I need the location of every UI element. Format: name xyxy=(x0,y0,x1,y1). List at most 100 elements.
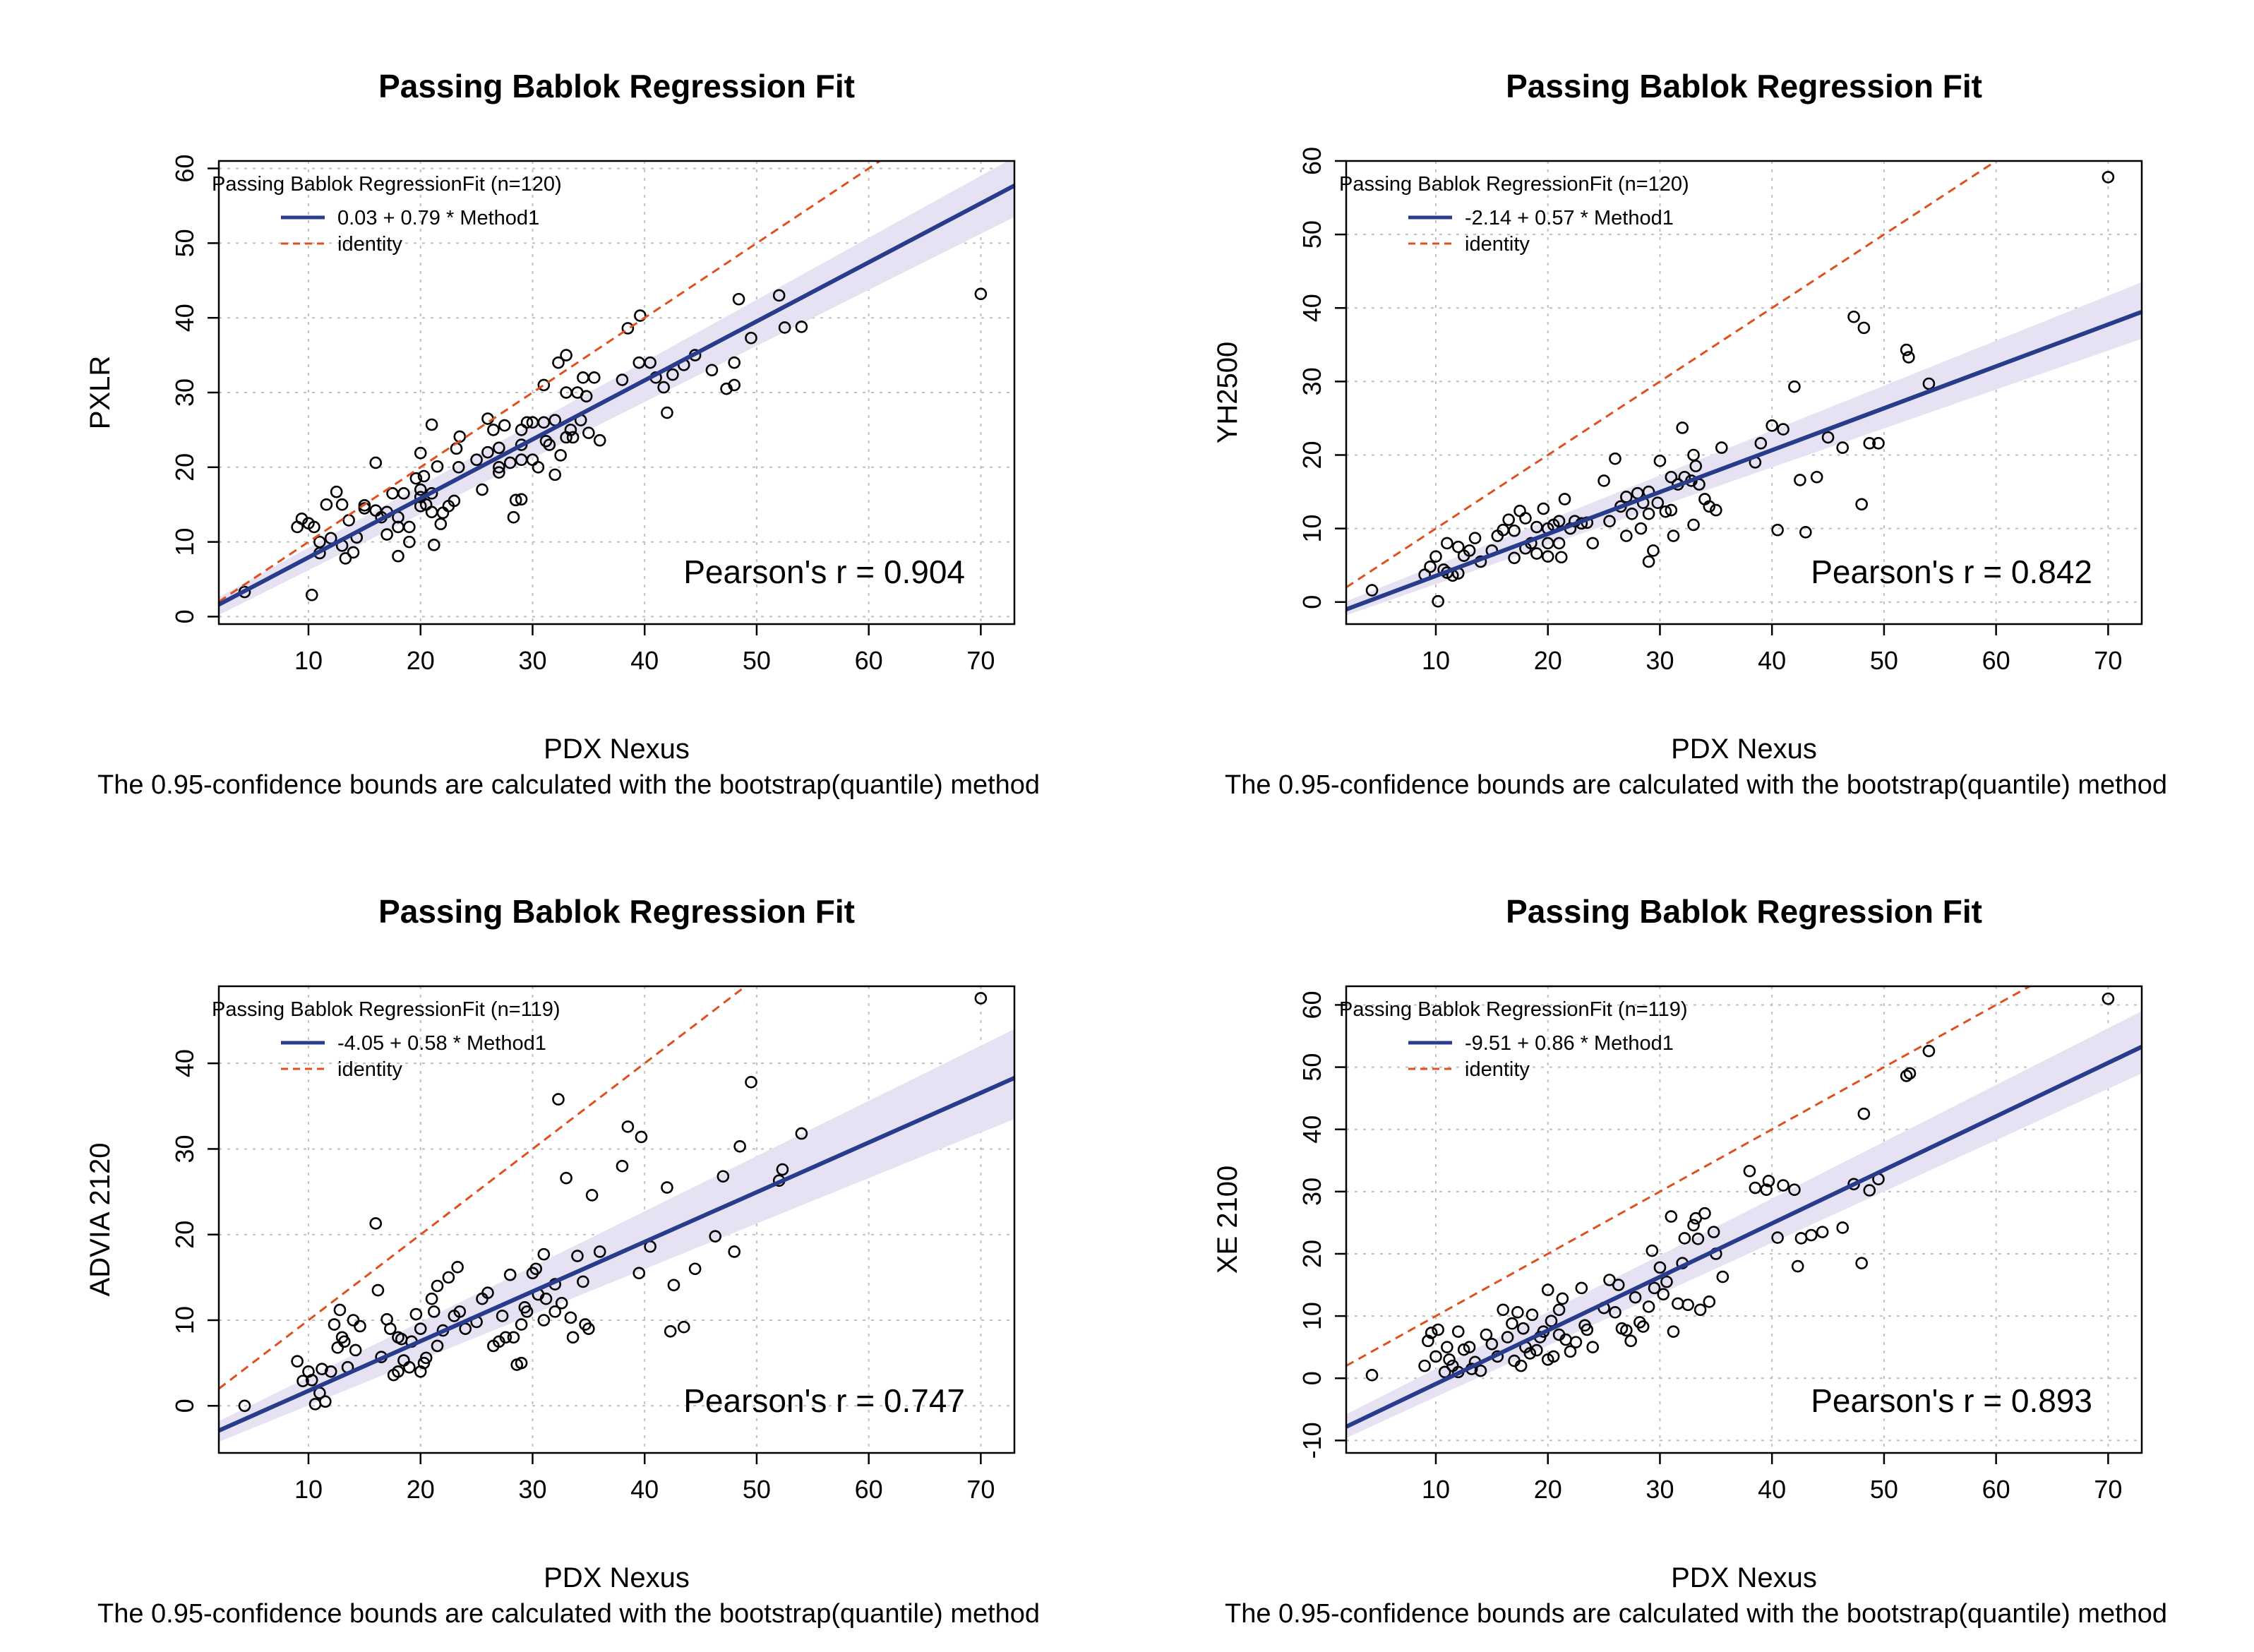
data-point xyxy=(548,1305,561,1318)
data-point xyxy=(1703,1295,1716,1308)
data-point xyxy=(1422,1334,1434,1348)
data-point xyxy=(507,510,520,524)
legend-fit-label: 0.03 + 0.79 * Method1 xyxy=(337,207,539,229)
data-point xyxy=(318,1395,332,1408)
x-axis: 10 20 30 40 50 60 70 xyxy=(1422,624,2122,675)
data-point xyxy=(564,1311,577,1324)
data-point xyxy=(1468,532,1482,544)
data-point xyxy=(667,1279,681,1292)
x-tick-label: 30 xyxy=(1645,646,1674,675)
data-point xyxy=(634,309,647,322)
data-point xyxy=(354,1319,366,1333)
data-point xyxy=(503,456,517,469)
data-point xyxy=(1514,1359,1528,1372)
data-point xyxy=(499,1331,512,1344)
data-point xyxy=(347,546,360,559)
data-point xyxy=(1710,503,1722,517)
data-point xyxy=(1855,498,1868,511)
data-point xyxy=(342,514,355,527)
x-tick-label: 30 xyxy=(1645,1475,1674,1504)
data-point xyxy=(1872,437,1885,450)
regression-line xyxy=(219,184,1014,607)
data-point xyxy=(520,1305,534,1318)
data-point xyxy=(657,381,670,394)
data-point xyxy=(635,1130,648,1144)
data-point xyxy=(520,416,534,429)
data-point xyxy=(1857,321,1871,335)
data-point xyxy=(543,438,556,451)
data-point xyxy=(621,322,635,335)
data-point xyxy=(403,535,416,549)
legend-title: Passing Bablok RegressionFit (n=120) xyxy=(212,173,562,196)
y-axis: 0 10 20 30 40 50 60 xyxy=(170,155,219,623)
data-point xyxy=(1530,547,1543,560)
data-point xyxy=(1586,1341,1600,1353)
data-point xyxy=(515,1318,528,1331)
legend-fit-label: -4.05 + 0.58 * Method1 xyxy=(337,1032,546,1055)
data-point xyxy=(1530,1343,1543,1357)
plot-layer xyxy=(1346,161,2142,616)
y-tick-label: 40 xyxy=(170,304,199,332)
data-point xyxy=(425,1292,438,1305)
data-point xyxy=(1715,441,1728,454)
data-point xyxy=(537,1247,551,1261)
data-point xyxy=(291,1355,304,1368)
data-point xyxy=(305,1374,318,1387)
data-point xyxy=(1766,419,1778,432)
data-point xyxy=(1902,351,1915,364)
data-point xyxy=(539,1292,553,1305)
data-point xyxy=(1541,550,1554,563)
data-point xyxy=(1552,1303,1566,1317)
data-point xyxy=(571,1250,584,1262)
data-point xyxy=(1547,1350,1560,1363)
data-point xyxy=(507,1331,520,1344)
data-point xyxy=(476,483,488,496)
data-point xyxy=(1804,1228,1818,1242)
x-tick-label: 20 xyxy=(1534,646,1562,675)
data-point xyxy=(1441,537,1453,550)
chart-caption: The 0.95-confidence bounds are calculate… xyxy=(97,1599,1040,1629)
data-point xyxy=(1777,423,1790,436)
chart-caption: The 0.95-confidence bounds are calculate… xyxy=(97,770,1040,800)
data-point xyxy=(1653,1261,1667,1274)
plot-frame xyxy=(217,985,1016,1454)
data-point xyxy=(1647,544,1660,557)
data-point xyxy=(1810,470,1823,484)
data-point xyxy=(552,1093,565,1106)
data-point xyxy=(1922,1044,1936,1058)
legend-identity-label: identity xyxy=(1465,1058,1530,1081)
x-tick-label: 70 xyxy=(966,1475,995,1504)
panel-3: 10 20 30 40 50 60 70 -10 0 10 20 30 40 50 60 Passing Ba… xyxy=(1212,893,2167,1629)
data-point xyxy=(795,1127,808,1140)
data-point xyxy=(1564,1345,1577,1358)
x-tick-label: 10 xyxy=(294,646,323,675)
data-point xyxy=(369,1217,383,1230)
data-point xyxy=(1903,1067,1917,1080)
data-point xyxy=(320,498,333,511)
data-point xyxy=(1788,380,1801,393)
data-point xyxy=(1660,1275,1673,1288)
data-point xyxy=(1365,1369,1379,1382)
data-point xyxy=(1552,537,1566,550)
data-point xyxy=(1672,1297,1684,1310)
pearson-r: Pearson's r = 0.842 xyxy=(1811,553,2092,590)
pearson-r: Pearson's r = 0.747 xyxy=(683,1382,965,1419)
data-point xyxy=(448,494,461,508)
data-point xyxy=(1424,560,1437,573)
data-point xyxy=(728,378,741,392)
data-point xyxy=(1653,455,1667,467)
data-point xyxy=(1760,1183,1773,1196)
data-point xyxy=(1441,1341,1453,1353)
y-tick-label: 10 xyxy=(170,1306,199,1334)
y-tick-label: 10 xyxy=(1297,515,1326,543)
y-tick-label: 30 xyxy=(1297,367,1326,395)
data-point xyxy=(1665,503,1678,517)
data-point xyxy=(1678,1232,1691,1245)
data-point xyxy=(582,426,595,439)
chart-caption: The 0.95-confidence bounds are calculate… xyxy=(1225,770,2167,800)
data-point xyxy=(1513,504,1526,517)
data-point xyxy=(451,1261,464,1274)
data-point xyxy=(1743,1164,1756,1178)
data-point xyxy=(1457,1343,1470,1356)
data-point xyxy=(621,1120,635,1133)
